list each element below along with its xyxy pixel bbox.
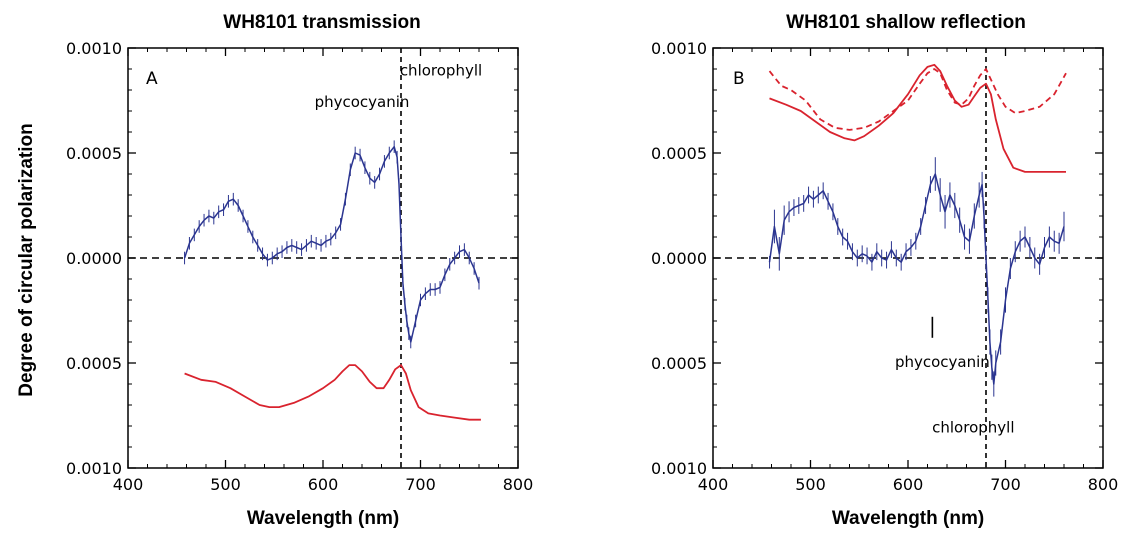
panel-a-y-tick-label: 0.0010: [66, 459, 122, 478]
panel-b-y-tick-label: 0.0000: [651, 249, 707, 268]
panel-a-y-tick-label: 0.0000: [66, 249, 122, 268]
panel-b-x-tick-label: 800: [1088, 475, 1119, 494]
panel-a-annotation-phycocyanin: phycocyanin: [315, 93, 410, 111]
panel-b-y-tick-label: 0.0005: [651, 354, 707, 373]
panel-b-y-tick-label: 0.0010: [651, 459, 707, 478]
panel-a-annotation-chlorophyll: chlorophyll: [400, 61, 482, 79]
panel-b-polarization-line: [768, 173, 1065, 385]
panel-a-x-tick-label: 600: [308, 475, 339, 494]
panel-b-axis-ticks: 400 500 600 700 800 0.0010 0.0005 0.0000 0.0005 0…: [651, 39, 1118, 494]
panel-b-annotation-chlorophyll: chlorophyll: [932, 418, 1014, 436]
shared-y-axis-label: Degree of circular polarization: [16, 123, 37, 396]
panel-b-x-tick-label: 600: [893, 475, 924, 494]
panel-a-y-tick-label: 0.0005: [66, 144, 122, 163]
panel-b-annotations: phycocyanin chlorophyll: [895, 316, 1015, 436]
panel-b-x-tick-label: 700: [990, 475, 1021, 494]
panel-a-y-tick-label: 0.0010: [66, 39, 122, 58]
panel-b-series: [768, 63, 1067, 397]
panel-b-spectrum-line: [769, 63, 1066, 173]
panel-b-letter: B: [733, 69, 745, 89]
panel-b-x-axis-label: Wavelength (nm): [832, 508, 984, 529]
panel-a-reference-lines: [128, 48, 518, 468]
panel-a-spectrum-line: [184, 364, 481, 421]
panel-a-polarization-line: [183, 145, 480, 343]
panel-a-x-tick-label: 400: [113, 475, 144, 494]
panel-a-title: WH8101 transmission: [223, 12, 420, 33]
panel-b-y-tick-label: 0.0005: [651, 144, 707, 163]
panel-a-x-tick-label: 700: [405, 475, 436, 494]
panel-a-annotations: chlorophyll phycocyanin: [315, 61, 483, 111]
panel-b-x-tick-label: 500: [795, 475, 826, 494]
panel-a-letter: A: [146, 69, 158, 89]
panel-b: WH8101 shallow reflection 400 500 600 700 80…: [651, 12, 1118, 529]
panel-b-annotation-phycocyanin: phycocyanin: [895, 353, 990, 371]
panel-a: WH8101 transmission 400 500 600 700 800 0.001…: [66, 12, 533, 529]
panel-a-axis-ticks: 400 500 600 700 800 0.0010 0.0005 0.0000 0.0005 0…: [66, 39, 533, 494]
panel-a-series: [183, 140, 481, 421]
panel-b-title: WH8101 shallow reflection: [786, 12, 1026, 33]
panel-a-y-tick-label: 0.0005: [66, 354, 122, 373]
panel-b-y-tick-label: 0.0010: [651, 39, 707, 58]
panel-a-x-tick-label: 800: [503, 475, 534, 494]
panel-b-x-tick-label: 400: [698, 475, 729, 494]
panel-b-spectrum-dashed-line: [768, 68, 1067, 131]
panel-a-x-axis-label: Wavelength (nm): [247, 508, 399, 529]
panel-a-x-tick-label: 500: [210, 475, 241, 494]
